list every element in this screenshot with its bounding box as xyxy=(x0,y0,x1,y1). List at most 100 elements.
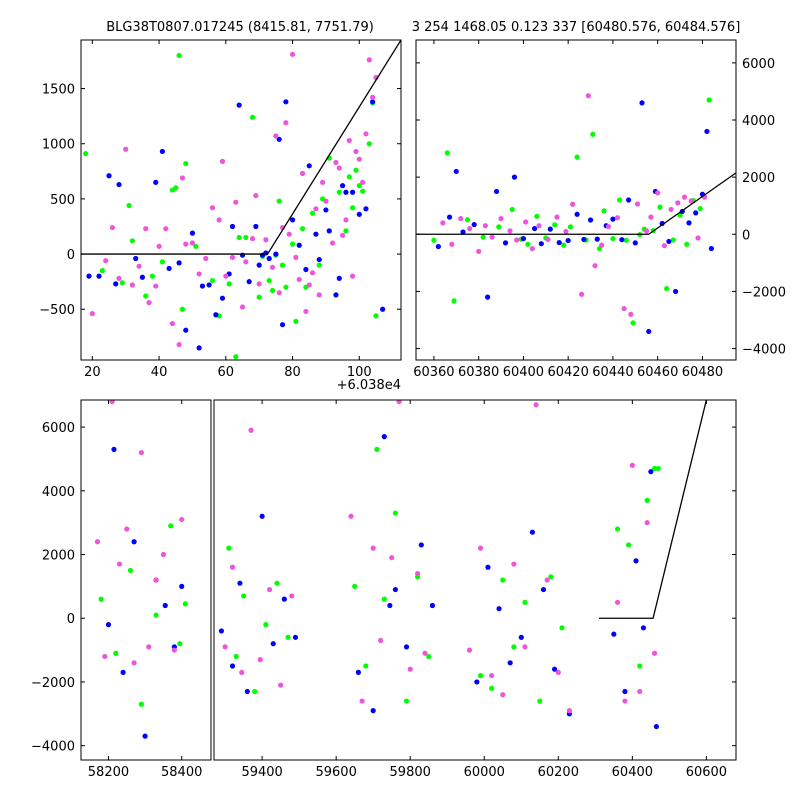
data-point xyxy=(236,234,242,241)
data-point xyxy=(183,241,189,247)
data-point xyxy=(256,281,262,287)
data-point xyxy=(585,93,591,99)
data-point xyxy=(340,232,346,238)
data-point xyxy=(252,688,258,695)
data-point xyxy=(477,672,484,679)
data-point xyxy=(614,599,621,605)
data-point xyxy=(86,273,92,279)
data-point xyxy=(496,224,502,230)
data-point xyxy=(183,327,189,333)
model-curve xyxy=(599,400,708,619)
data-point xyxy=(236,102,242,108)
data-point xyxy=(293,254,299,260)
data-point xyxy=(529,529,535,535)
data-point xyxy=(279,322,286,328)
data-point xyxy=(500,692,506,698)
data-point xyxy=(507,660,513,666)
data-point xyxy=(146,644,152,650)
data-point xyxy=(688,198,694,204)
data-point xyxy=(138,701,145,707)
data-point xyxy=(216,217,222,223)
data-point xyxy=(370,94,376,100)
data-point xyxy=(599,242,605,248)
data-point xyxy=(166,265,172,272)
data-point xyxy=(296,242,302,248)
data-point xyxy=(664,285,670,292)
title-zoom-left: BLG38T0807.017245 (8415.81, 7751.79) xyxy=(106,20,374,35)
data-point xyxy=(672,288,679,295)
data-point xyxy=(467,225,473,232)
data-point xyxy=(143,226,149,232)
data-point xyxy=(522,599,528,605)
data-point xyxy=(138,449,145,456)
data-point xyxy=(418,542,424,548)
data-point xyxy=(316,292,322,298)
data-point xyxy=(422,650,428,656)
data-point xyxy=(336,189,342,195)
data-point xyxy=(323,198,329,204)
data-point xyxy=(552,222,558,228)
data-point xyxy=(171,647,177,653)
data-point xyxy=(623,237,629,243)
y-tick-label: 1500 xyxy=(42,83,75,98)
data-point xyxy=(303,308,309,315)
y-tick-label: 0 xyxy=(67,248,75,263)
data-point xyxy=(655,465,661,472)
data-point xyxy=(538,241,544,247)
data-point xyxy=(554,214,560,220)
data-point xyxy=(480,234,486,240)
data-point xyxy=(474,679,480,685)
data-point xyxy=(628,311,634,317)
data-point xyxy=(592,263,598,269)
x-tick-label: 60 xyxy=(218,365,235,380)
data-point xyxy=(153,283,159,289)
data-point xyxy=(622,698,628,704)
data-point xyxy=(281,596,287,602)
data-point xyxy=(131,660,137,666)
data-point xyxy=(377,637,384,644)
data-point xyxy=(239,669,245,675)
data-point xyxy=(116,561,123,567)
data-point xyxy=(706,97,712,103)
data-point xyxy=(556,239,562,246)
data-point xyxy=(289,51,296,57)
y-tick-label: −4000 xyxy=(742,343,786,358)
data-point xyxy=(249,114,256,120)
data-point xyxy=(146,300,152,306)
data-point xyxy=(670,237,676,243)
plot-area xyxy=(218,400,708,730)
data-point xyxy=(256,262,262,268)
data-point xyxy=(540,586,547,593)
data-point xyxy=(458,215,464,222)
data-point xyxy=(449,241,455,247)
data-point xyxy=(266,586,273,593)
data-point xyxy=(296,276,302,283)
data-point xyxy=(133,255,139,262)
plot-frame xyxy=(213,399,737,761)
data-point xyxy=(502,240,509,246)
data-point xyxy=(601,208,607,214)
data-point xyxy=(229,564,236,570)
data-point xyxy=(109,400,115,405)
data-point xyxy=(477,545,484,551)
data-point xyxy=(193,243,199,249)
y-tick-label: −2000 xyxy=(742,285,786,300)
data-point xyxy=(196,271,202,277)
data-point xyxy=(256,294,262,300)
y-tick-label: 6000 xyxy=(742,57,775,72)
data-point xyxy=(681,194,688,200)
data-point xyxy=(249,236,256,242)
data-point xyxy=(309,210,316,216)
data-point xyxy=(348,513,354,519)
data-point xyxy=(313,231,319,237)
x-tick-label: 60420 xyxy=(547,365,588,380)
data-point xyxy=(129,238,135,244)
data-point xyxy=(644,497,650,503)
data-point xyxy=(668,206,674,213)
data-point xyxy=(340,183,346,189)
data-point xyxy=(263,237,269,243)
y-tick-label: 4000 xyxy=(42,485,75,500)
data-point xyxy=(643,228,650,234)
data-point xyxy=(485,294,491,300)
